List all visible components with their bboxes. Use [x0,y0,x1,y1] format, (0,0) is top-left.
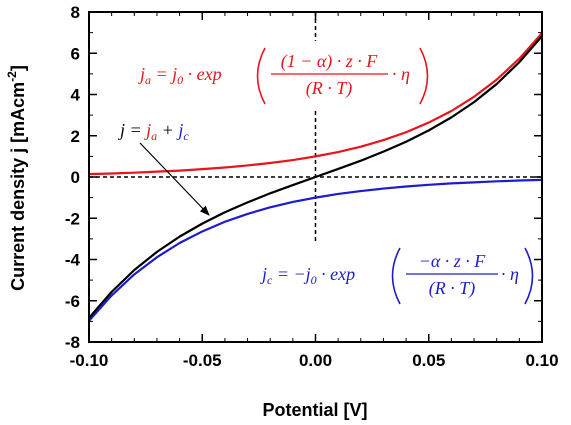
ja-eq-tail: · η [392,64,410,84]
ja-eq-paren-right [420,48,428,104]
y-axis-title: Current density j [mAcm-2] [5,65,28,291]
j-equation-arrow [140,143,209,215]
ja-eq-left: ja = j0 · exp [138,64,222,87]
jc-eq-numerator: −α · z · F [419,251,487,271]
y-tick-label: 6 [71,44,80,63]
jc-eq-paren-right [525,248,533,304]
y-tick-label: -4 [65,251,81,270]
x-tick-label: 0.05 [412,351,445,370]
ja-eq-numerator: (1 − α) · z · F [281,51,379,72]
ja-eq-paren-left [258,48,266,104]
jc-equation: jc = −j0 · exp −α · z · F (R · T) · η [260,248,533,304]
jc-eq-left: jc = −j0 · exp [260,264,355,287]
jc-eq-tail: · η [501,264,519,284]
ja-eq-denominator: (R · T) [306,78,353,99]
y-tick-label: -2 [65,209,80,228]
x-tick-label: 0.00 [299,351,332,370]
j-equation: j = ja + jc [118,120,189,143]
jc-eq-paren-left [393,248,401,304]
ja-equation: ja = j0 · exp (1 − α) · z · F (R · T) · … [138,48,428,104]
y-tick-label: 0 [71,168,80,187]
y-tick-label: -8 [65,333,80,352]
x-tick-label: -0.10 [70,351,109,370]
x-tick-label: 0.10 [525,351,558,370]
x-tick-label: -0.05 [183,351,222,370]
y-tick-label: 2 [71,127,80,146]
x-axis-title: Potential [V] [262,400,367,420]
jc-eq-denominator: (R · T) [429,278,476,299]
y-axis-title-main: Current density j [mAcm [8,82,28,291]
y-tick-label: 4 [71,86,81,105]
y-tick-label: 8 [71,3,80,22]
y-axis-title-end: ] [8,65,28,71]
y-axis-title-sup: -2 [5,71,19,82]
y-tick-label: -6 [65,292,80,311]
